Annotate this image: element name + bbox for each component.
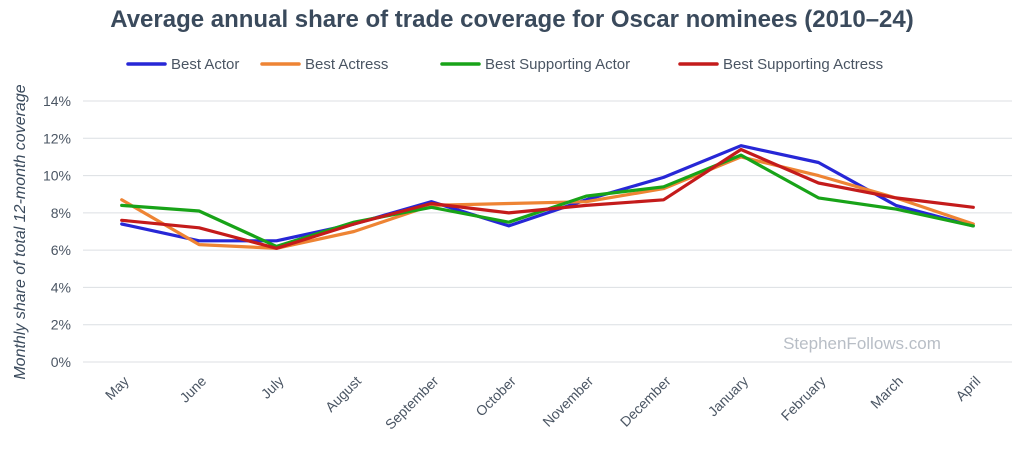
y-tick-label: 12%: [43, 130, 71, 146]
x-tick-label: May: [102, 373, 132, 403]
x-tick-label: April: [952, 373, 983, 404]
y-tick-label: 4%: [51, 279, 71, 295]
x-tick-label: February: [778, 373, 829, 424]
legend-label: Best Supporting Actress: [723, 56, 883, 73]
y-tick-label: 2%: [51, 317, 71, 333]
x-tick-label: March: [867, 373, 906, 412]
y-tick-label: 0%: [51, 354, 71, 370]
legend-label: Best Actress: [305, 56, 388, 73]
gridlines: [83, 100, 1012, 363]
legend-label: Best Supporting Actor: [485, 56, 630, 73]
y-tick-label: 6%: [51, 242, 71, 258]
x-tick-label: June: [176, 373, 209, 406]
x-tick-label: November: [539, 373, 596, 430]
legend-label: Best Actor: [171, 56, 239, 73]
series-line: [120, 153, 975, 248]
series-lines: [120, 144, 975, 250]
x-axis-ticks: May June July August September October Novembe…: [102, 373, 984, 433]
y-axis-ticks: 0% 2% 4% 6% 8% 10% 12% 14%: [43, 93, 71, 370]
x-tick-label: September: [382, 373, 442, 433]
y-axis-label: Monthly share of total 12-month coverage: [12, 84, 29, 379]
series-line: [120, 147, 975, 250]
watermark: StephenFollows.com: [783, 334, 941, 353]
x-tick-label: July: [258, 373, 287, 402]
y-tick-label: 8%: [51, 205, 71, 221]
x-tick-label: January: [705, 373, 752, 420]
y-tick-label: 14%: [43, 93, 71, 109]
x-tick-label: December: [617, 373, 674, 430]
chart-title: Average annual share of trade coverage f…: [110, 6, 913, 33]
y-tick-label: 10%: [43, 168, 71, 184]
x-tick-label: October: [472, 373, 519, 420]
legend: Best Actor Best Actress Best Supporting Ac…: [126, 56, 883, 73]
x-tick-label: August: [322, 373, 364, 415]
series-line: [120, 144, 975, 243]
series-line: [120, 155, 975, 250]
